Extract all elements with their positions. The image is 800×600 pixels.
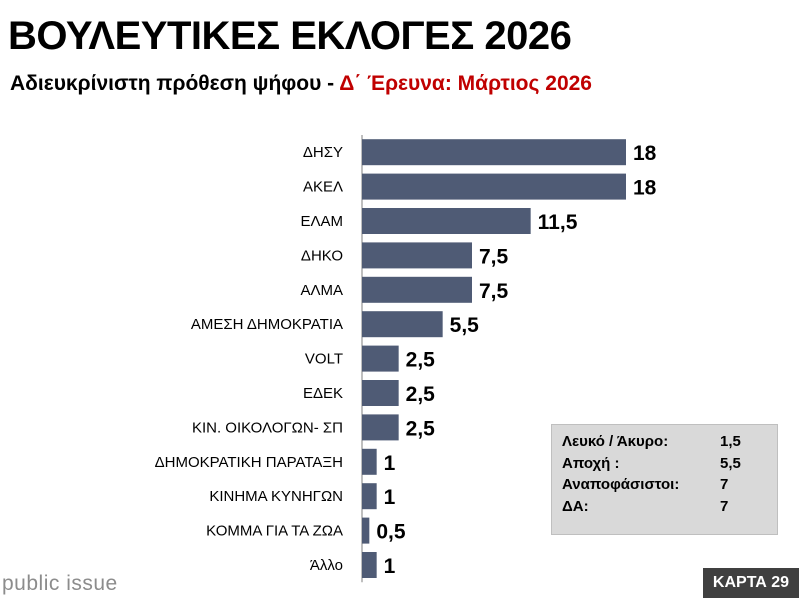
value-label: 18: [633, 142, 657, 165]
value-label: 7,5: [479, 245, 509, 268]
bar: [362, 380, 399, 406]
subtitle-text: Αδιευκρίνιστη πρόθεση ψήφου -: [10, 72, 340, 95]
category-label: Άλλο: [310, 557, 343, 574]
value-label: 2,5: [406, 349, 436, 372]
category-label: ΑΜΕΣΗ ΔΗΜΟΚΡΑΤΙΑ: [191, 316, 343, 333]
category-label: ΔΗΣΥ: [303, 144, 343, 161]
value-label: 1: [384, 452, 396, 475]
category-label: ΚΟΜΜΑ ΓΙΑ ΤΑ ΖΩΑ: [206, 523, 343, 540]
info-row-no-answer: ΔΑ: 7: [562, 496, 777, 518]
info-label: Αποχή :: [562, 454, 620, 472]
category-label: VOLT: [305, 351, 343, 368]
bar: [362, 276, 472, 303]
bar: [362, 173, 626, 200]
page-subtitle: Αδιευκρίνιστη πρόθεση ψήφου - Δ΄ Έρευνα:…: [10, 72, 592, 96]
bar: [362, 208, 531, 234]
brand-logo-text: public issue: [2, 572, 118, 595]
info-box: Λευκό / Άκυρο: 1,5 Αποχή : 5,5 Αναποφάσι…: [551, 424, 778, 535]
bar: [362, 552, 377, 578]
card-number-badge: ΚΑΡΤΑ 29: [703, 568, 799, 598]
category-label: ΑΚΕΛ: [303, 179, 343, 196]
info-label: ΔΑ:: [562, 497, 589, 515]
info-row-undecided: Αναποφάσιστοι: 7: [562, 474, 777, 496]
subtitle-survey-date: Δ΄ Έρευνα: Μάρτιος 2026: [339, 72, 592, 95]
category-label: ΕΛΑΜ: [300, 213, 343, 230]
value-label: 1: [384, 555, 396, 578]
bar: [362, 345, 399, 372]
bar: [362, 311, 443, 338]
info-label: Αναποφάσιστοι:: [562, 476, 680, 493]
category-label: ΑΛΜΑ: [300, 282, 343, 299]
info-value: 7: [720, 497, 729, 515]
bar: [362, 517, 370, 544]
info-value: 5,5: [720, 454, 741, 472]
info-row-abstention: Αποχή : 5,5: [562, 453, 777, 475]
info-label: Λευκό / Άκυρο:: [562, 433, 669, 450]
bar: [362, 448, 377, 475]
value-label: 7,5: [479, 280, 509, 303]
value-label: 0,5: [376, 521, 406, 544]
bar: [362, 139, 626, 166]
value-label: 2,5: [406, 383, 436, 406]
value-label: 18: [633, 177, 657, 200]
value-label: 5,5: [450, 314, 480, 337]
bar: [362, 242, 472, 269]
category-label: ΚΙΝ. ΟΙΚΟΛΟΓΩΝ- ΣΠ: [192, 419, 343, 436]
page-title: ΒΟΥΛΕΥΤΙΚΕΣ ΕΚΛΟΓΕΣ 2026: [8, 14, 572, 58]
info-row-blank: Λευκό / Άκυρο: 1,5: [562, 431, 777, 453]
category-label: ΚΙΝΗΜΑ ΚΥΝΗΓΩΝ: [209, 488, 343, 505]
info-value: 1,5: [720, 433, 741, 450]
value-label: 11,5: [538, 211, 578, 234]
info-value: 7: [720, 476, 729, 493]
value-label: 1: [384, 486, 396, 509]
category-label: ΕΔΕΚ: [303, 385, 343, 402]
category-label: ΔΗΚΟ: [301, 247, 343, 264]
bar: [362, 414, 399, 441]
category-label: ΔΗΜΟΚΡΑΤΙΚΗ ΠΑΡΑΤΑΞΗ: [155, 454, 343, 471]
value-label: 2,5: [406, 417, 436, 440]
bar: [362, 483, 377, 510]
